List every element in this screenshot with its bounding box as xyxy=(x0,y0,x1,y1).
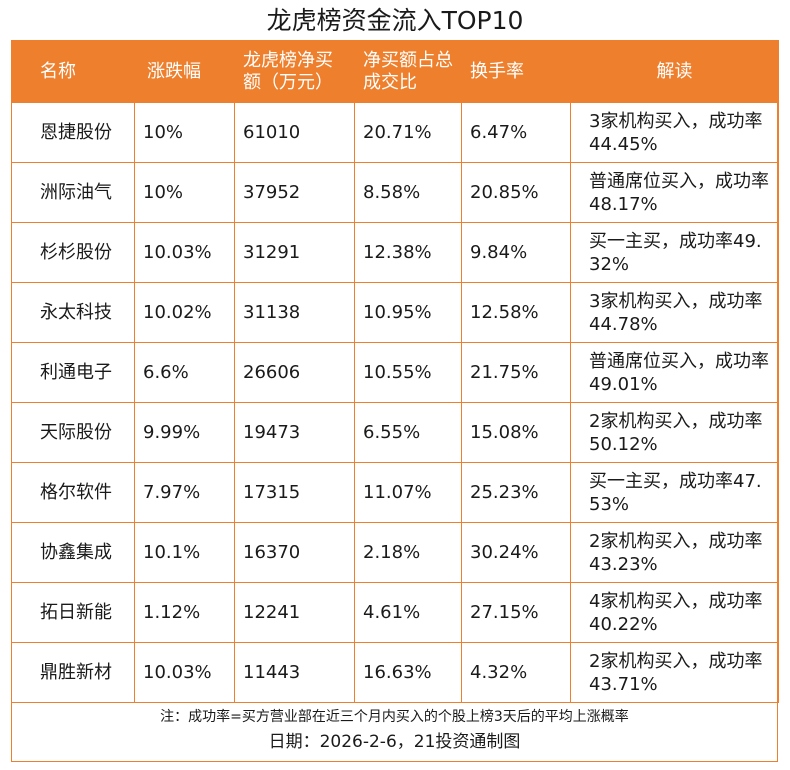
turnover-cell: 21.75% xyxy=(461,342,571,403)
turnover-cell: 4.32% xyxy=(461,642,571,703)
column-header-turnover: 换手率 xyxy=(461,40,571,103)
note-cell: 3家机构买入，成功率44.78% xyxy=(570,282,779,343)
net-buy-cell: 31138 xyxy=(234,282,355,343)
change-cell: 10.03% xyxy=(134,642,235,703)
stock-name-cell: 拓日新能 xyxy=(11,582,135,643)
ratio-cell: 2.18% xyxy=(354,522,462,583)
column-header-change: 涨跌幅 xyxy=(134,40,235,103)
change-cell: 7.97% xyxy=(134,462,235,523)
ratio-cell: 8.58% xyxy=(354,162,462,223)
table-row: 协鑫集成 10.1% 16370 2.18% 30.24% 2家机构买入，成功率43.23… xyxy=(11,522,779,583)
table-row: 杉杉股份 10.03% 31291 12.38% 9.84% 买一主买，成功率49.32% xyxy=(11,222,779,283)
stock-name-cell: 永太科技 xyxy=(11,282,135,343)
table-row: 洲际油气 10% 37952 8.58% 20.85% 普通席位买入，成功率48.17% xyxy=(11,162,779,223)
net-buy-cell: 12241 xyxy=(234,582,355,643)
data-table: 名称 涨跌幅 龙虎榜净买额（万元） 净买额占总成交比 换手率 解读 恩捷股份 10… xyxy=(11,40,779,703)
change-cell: 10.02% xyxy=(134,282,235,343)
turnover-cell: 6.47% xyxy=(461,102,571,163)
stock-name-cell: 协鑫集成 xyxy=(11,522,135,583)
column-header-net-buy: 龙虎榜净买额（万元） xyxy=(234,40,355,103)
table-row: 天际股份 9.99% 19473 6.55% 15.08% 2家机构买入，成功率50.12… xyxy=(11,402,779,463)
net-buy-cell: 17315 xyxy=(234,462,355,523)
table-row: 恩捷股份 10% 61010 20.71% 6.47% 3家机构买入，成功率44.45% xyxy=(11,102,779,163)
note-cell: 2家机构买入，成功率50.12% xyxy=(570,402,779,463)
change-cell: 1.12% xyxy=(134,582,235,643)
net-buy-cell: 26606 xyxy=(234,342,355,403)
note-cell: 2家机构买入，成功率43.23% xyxy=(570,522,779,583)
table-row: 格尔软件 7.97% 17315 11.07% 25.23% 买一主买，成功率47.53% xyxy=(11,462,779,523)
change-cell: 10% xyxy=(134,162,235,223)
change-cell: 10% xyxy=(134,102,235,163)
note-cell: 3家机构买入，成功率44.45% xyxy=(570,102,779,163)
table-row: 永太科技 10.02% 31138 10.95% 12.58% 3家机构买入，成功率44.… xyxy=(11,282,779,343)
footnote: 注：成功率=买方营业部在近三个月内买入的个股上榜3天后的平均上涨概率 xyxy=(160,709,629,725)
table-header-row: 名称 涨跌幅 龙虎榜净买额（万元） 净买额占总成交比 换手率 解读 xyxy=(11,40,779,103)
note-cell: 4家机构买入，成功率40.22% xyxy=(570,582,779,643)
note-cell: 普通席位买入，成功率49.01% xyxy=(570,342,779,403)
net-buy-cell: 19473 xyxy=(234,402,355,463)
ratio-cell: 4.61% xyxy=(354,582,462,643)
net-buy-cell: 11443 xyxy=(234,642,355,703)
page-title: 龙虎榜资金流入TOP10 xyxy=(266,6,524,35)
stock-name-cell: 恩捷股份 xyxy=(11,102,135,163)
column-header-name: 名称 xyxy=(11,40,135,103)
date-credit: 日期：2026-2-6，21投资通制图 xyxy=(268,732,521,752)
turnover-cell: 30.24% xyxy=(461,522,571,583)
net-buy-cell: 16370 xyxy=(234,522,355,583)
ratio-cell: 12.38% xyxy=(354,222,462,283)
stock-name-cell: 杉杉股份 xyxy=(11,222,135,283)
turnover-cell: 9.84% xyxy=(461,222,571,283)
change-cell: 10.1% xyxy=(134,522,235,583)
net-buy-cell: 37952 xyxy=(234,162,355,223)
note-cell: 买一主买，成功率49.32% xyxy=(570,222,779,283)
turnover-cell: 12.58% xyxy=(461,282,571,343)
change-cell: 9.99% xyxy=(134,402,235,463)
stock-name-cell: 洲际油气 xyxy=(11,162,135,223)
stock-name-cell: 天际股份 xyxy=(11,402,135,463)
change-cell: 6.6% xyxy=(134,342,235,403)
stock-name-cell: 格尔软件 xyxy=(11,462,135,523)
turnover-cell: 15.08% xyxy=(461,402,571,463)
stock-name-cell: 鼎胜新材 xyxy=(11,642,135,703)
column-header-ratio: 净买额占总成交比 xyxy=(354,40,462,103)
turnover-cell: 25.23% xyxy=(461,462,571,523)
turnover-cell: 27.15% xyxy=(461,582,571,643)
ratio-cell: 10.95% xyxy=(354,282,462,343)
ratio-cell: 16.63% xyxy=(354,642,462,703)
ratio-cell: 6.55% xyxy=(354,402,462,463)
turnover-cell: 20.85% xyxy=(461,162,571,223)
net-buy-cell: 31291 xyxy=(234,222,355,283)
note-cell: 2家机构买入，成功率43.71% xyxy=(570,642,779,703)
change-cell: 10.03% xyxy=(134,222,235,283)
column-header-note: 解读 xyxy=(570,40,779,103)
net-buy-cell: 61010 xyxy=(234,102,355,163)
table-row: 鼎胜新材 10.03% 11443 16.63% 4.32% 2家机构买入，成功率43.7… xyxy=(11,642,779,703)
ratio-cell: 20.71% xyxy=(354,102,462,163)
ratio-cell: 11.07% xyxy=(354,462,462,523)
note-cell: 普通席位买入，成功率48.17% xyxy=(570,162,779,223)
stock-name-cell: 利通电子 xyxy=(11,342,135,403)
table-row: 利通电子 6.6% 26606 10.55% 21.75% 普通席位买入，成功率49.01… xyxy=(11,342,779,403)
table-row: 拓日新能 1.12% 12241 4.61% 27.15% 4家机构买入，成功率40.22… xyxy=(11,582,779,643)
table-body: 恩捷股份 10% 61010 20.71% 6.47% 3家机构买入，成功率44.45% 洲… xyxy=(11,102,779,703)
note-cell: 买一主买，成功率47.53% xyxy=(570,462,779,523)
ratio-cell: 10.55% xyxy=(354,342,462,403)
